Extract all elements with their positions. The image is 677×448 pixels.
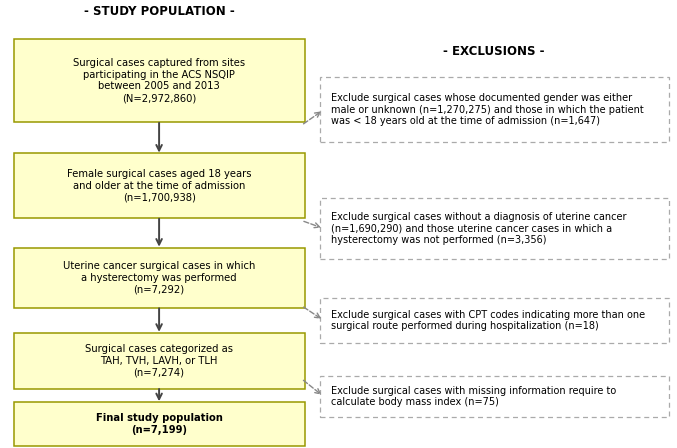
Text: Surgical cases captured from sites
participating in the ACS NSQIP
between 2005 a: Surgical cases captured from sites parti… bbox=[73, 58, 245, 103]
Text: Exclude surgical cases without a diagnosis of uterine cancer
(n=1,690,290) and t: Exclude surgical cases without a diagnos… bbox=[332, 212, 627, 245]
Text: Uterine cancer surgical cases in which
a hysterectomy was performed
(n=7,292): Uterine cancer surgical cases in which a… bbox=[63, 261, 255, 294]
FancyBboxPatch shape bbox=[320, 77, 669, 142]
Text: - EXCLUSIONS -: - EXCLUSIONS - bbox=[443, 45, 545, 58]
FancyBboxPatch shape bbox=[14, 332, 305, 388]
Text: Exclude surgical cases with missing information require to
calculate body mass i: Exclude surgical cases with missing info… bbox=[332, 386, 617, 407]
Text: - STUDY POPULATION -: - STUDY POPULATION - bbox=[84, 4, 234, 18]
FancyBboxPatch shape bbox=[14, 402, 305, 446]
FancyBboxPatch shape bbox=[320, 198, 669, 258]
Text: Surgical cases categorized as
TAH, TVH, LAVH, or TLH
(n=7,274): Surgical cases categorized as TAH, TVH, … bbox=[85, 344, 233, 377]
FancyBboxPatch shape bbox=[14, 39, 305, 122]
FancyBboxPatch shape bbox=[14, 247, 305, 308]
FancyBboxPatch shape bbox=[320, 376, 669, 417]
Text: Female surgical cases aged 18 years
and older at the time of admission
(n=1,700,: Female surgical cases aged 18 years and … bbox=[67, 169, 251, 202]
FancyBboxPatch shape bbox=[14, 153, 305, 218]
FancyBboxPatch shape bbox=[320, 298, 669, 343]
Text: Exclude surgical cases with CPT codes indicating more than one
surgical route pe: Exclude surgical cases with CPT codes in… bbox=[332, 310, 645, 331]
Text: Final study population
(n=7,199): Final study population (n=7,199) bbox=[95, 413, 223, 435]
Text: Exclude surgical cases whose documented gender was either
male or unknown (n=1,2: Exclude surgical cases whose documented … bbox=[332, 93, 644, 126]
